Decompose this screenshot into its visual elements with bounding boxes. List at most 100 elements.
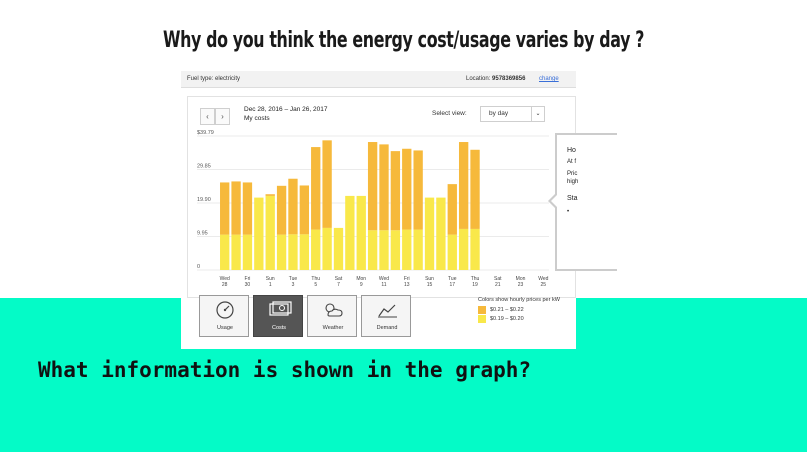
change-location-link[interactable]: change: [539, 76, 559, 82]
view-costs-button[interactable]: Costs: [253, 295, 303, 337]
x-date-label: 3: [292, 282, 295, 288]
x-date-label: 9: [360, 282, 363, 288]
bar-segment: [299, 234, 310, 270]
bar-segment: [265, 194, 275, 196]
bar-segment: [470, 149, 480, 229]
x-day-label: Mon: [356, 276, 366, 282]
x-date-label: 17: [449, 282, 455, 288]
tooltip-line: At f: [567, 159, 577, 165]
bar-segment: [345, 195, 355, 270]
view-demand-label: Demand: [376, 325, 398, 331]
x-day-label: Sun: [425, 276, 434, 282]
prev-period-button[interactable]: ‹: [200, 108, 215, 125]
x-date-label: 19: [472, 282, 478, 288]
x-day-label: Sat: [494, 276, 502, 282]
bar-segment: [322, 140, 332, 228]
tooltip-line: •: [567, 209, 570, 215]
bar-segment: [276, 185, 287, 235]
bar-segment: [288, 178, 298, 235]
y-tick-label: 19.90: [197, 197, 211, 203]
x-day-label: Sat: [335, 276, 343, 282]
bar-segment: [220, 182, 230, 235]
select-view-label: Select view:: [432, 110, 467, 117]
bar-segment: [447, 184, 457, 235]
weather-icon: [325, 303, 343, 317]
bar-segment: [299, 185, 310, 235]
x-day-label: Tue: [448, 276, 457, 282]
bar-segment: [265, 195, 275, 270]
bar-segment: [413, 229, 423, 270]
tooltip-line: Pric: [567, 171, 578, 177]
chevron-down-icon: ⌄: [531, 107, 544, 121]
tooltip-line: Sta: [567, 195, 578, 202]
next-period-button[interactable]: ›: [215, 108, 230, 125]
bar-segment: [311, 147, 321, 230]
legend-swatch-low: [478, 315, 486, 323]
bar-segment: [288, 234, 298, 270]
bar-segment: [322, 227, 332, 270]
demand-chart-icon: [378, 304, 397, 318]
x-day-label: Wed: [220, 276, 230, 282]
x-day-label: Tue: [289, 276, 298, 282]
fuel-bar: Fuel type: electricity Location: 9578369…: [181, 71, 576, 88]
x-date-label: 13: [404, 282, 410, 288]
y-tick-label: 29.85: [197, 163, 211, 169]
date-range: Dec 28, 2016 – Jan 26, 2017: [244, 106, 328, 113]
bar-segment: [333, 227, 344, 270]
y-tick-label: $39.79: [197, 130, 214, 136]
bar-segment: [390, 151, 401, 231]
bar-segment: [356, 195, 366, 270]
legend-swatch-high: [478, 306, 486, 314]
bar-segment: [402, 148, 412, 230]
select-view-value: by day: [489, 110, 509, 117]
legend-label-high: $0.21 – $0.22: [490, 307, 524, 313]
bar-segment: [379, 230, 389, 270]
bar-segment: [458, 228, 469, 270]
view-usage-button[interactable]: Usage: [199, 295, 249, 337]
x-day-label: Wed: [379, 276, 389, 282]
x-date-label: 30: [245, 282, 251, 288]
bar-segment: [413, 150, 423, 230]
x-day-label: Wed: [538, 276, 548, 282]
x-date-label: 25: [541, 282, 547, 288]
bar-segment: [242, 182, 253, 235]
select-view-dropdown[interactable]: by day ⌄: [480, 106, 545, 122]
bar-segment: [231, 181, 241, 235]
x-day-label: Mon: [516, 276, 526, 282]
location-label: Location: 9578369856: [466, 76, 525, 82]
view-demand-button[interactable]: Demand: [361, 295, 411, 337]
bar-segment: [436, 197, 446, 270]
y-tick-label: 0: [197, 264, 200, 270]
bar-segment: [220, 234, 230, 270]
legend-label-low: $0.19 – $0.20: [490, 316, 524, 322]
bar-segment: [311, 229, 321, 270]
x-day-label: Sun: [266, 276, 275, 282]
chart-subtitle: My costs: [244, 115, 270, 122]
bar-segment: [402, 229, 412, 270]
bar-segment: [379, 144, 389, 231]
bar-segment: [276, 234, 287, 270]
bar-segment: [424, 197, 435, 270]
x-date-label: 28: [222, 282, 228, 288]
bar-segment: [242, 234, 253, 270]
gauge-icon: [216, 301, 234, 319]
x-date-label: 1: [269, 282, 272, 288]
x-day-label: Fri: [404, 276, 410, 282]
discussion-question: What information is shown in the graph?: [38, 358, 532, 382]
slide-title: Why do you think the energy cost/usage v…: [162, 28, 645, 53]
bar-segment: [447, 234, 457, 270]
x-date-label: 21: [495, 282, 501, 288]
x-day-label: Thu: [471, 276, 480, 282]
location-value: 9578369856: [492, 76, 526, 82]
bar-segment: [470, 228, 480, 270]
y-tick-label: 9.95: [197, 230, 208, 236]
bar-segment: [367, 142, 378, 231]
view-costs-label: Costs: [271, 325, 287, 331]
x-day-label: Fri: [245, 276, 251, 282]
view-usage-label: Usage: [217, 325, 233, 331]
tooltip-line: high: [567, 179, 579, 185]
tooltip-arrow-inner: [551, 195, 557, 207]
bar-segment: [458, 142, 469, 229]
view-weather-button[interactable]: Weather: [307, 295, 357, 337]
money-icon: [269, 301, 292, 316]
